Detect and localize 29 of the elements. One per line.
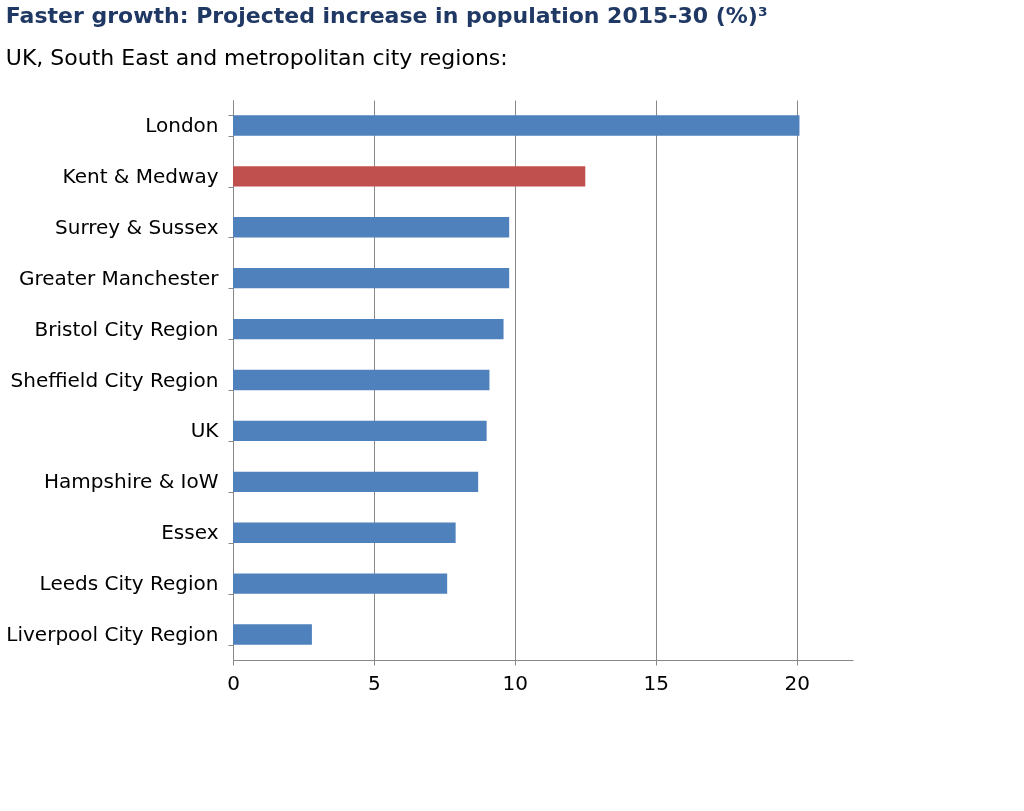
y-tick-label: London <box>145 112 219 137</box>
y-tick-label: Sheffield City Region <box>10 367 219 392</box>
y-tick-label: Greater Manchester <box>18 265 220 290</box>
bar <box>233 318 504 340</box>
y-tick-label: Bristol City Region <box>34 316 219 341</box>
chart-title: Faster growth: Projected increase in population 2015-30 (%)³ <box>5 3 768 28</box>
y-tick-label: UK <box>190 418 220 443</box>
bar <box>233 420 487 442</box>
x-tick-label: 20 <box>784 670 810 695</box>
y-tick-label: Leeds City Region <box>39 571 219 596</box>
x-tick-label: 5 <box>368 670 381 695</box>
bar <box>233 522 456 543</box>
chart-subtitle: UK, South East and metropolitan city regions: <box>5 45 508 70</box>
y-tick-label: Liverpool City Region <box>6 622 219 647</box>
y-tick-label: Surrey & Sussex <box>55 214 219 239</box>
bar <box>233 268 510 289</box>
bar <box>233 217 510 238</box>
bar <box>233 624 312 645</box>
bar <box>233 573 448 594</box>
y-tick-label: Hampshire & IoW <box>44 469 219 494</box>
bar <box>233 166 586 187</box>
y-tick-label: Kent & Medway <box>62 163 219 188</box>
x-tick-label: 0 <box>227 670 240 695</box>
bar <box>233 369 490 391</box>
y-tick-label: Essex <box>161 520 219 545</box>
bar <box>233 471 479 492</box>
bar <box>233 115 800 136</box>
x-tick-label: 15 <box>643 670 669 695</box>
x-tick-label: 10 <box>502 670 529 695</box>
